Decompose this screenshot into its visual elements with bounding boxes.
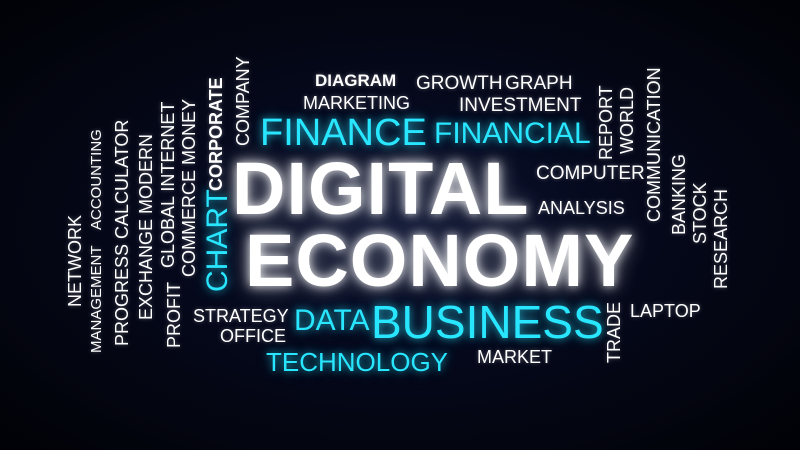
- word-computer: COMPUTER: [536, 163, 645, 184]
- word-market: MARKET: [477, 347, 553, 367]
- word-financial: FINANCIAL: [434, 117, 591, 150]
- word-economy: ECONOMY: [245, 219, 635, 302]
- word-technology: TECHNOLOGY: [266, 347, 449, 377]
- word-report: REPORT: [596, 85, 616, 160]
- word-analysis: ANALYSIS: [538, 198, 625, 218]
- word-profit: PROFIT: [164, 282, 184, 348]
- word-commerce-money: COMMERCE MONEY: [179, 98, 199, 277]
- word-chart: CHART: [201, 189, 234, 292]
- word-communication: COMMUNICATION: [644, 67, 664, 222]
- word-finance: FINANCE: [260, 112, 427, 154]
- word-investment: INVESTMENT: [459, 95, 582, 116]
- word-marketing: MARKETING: [303, 93, 411, 113]
- word-exchange-modern: EXCHANGE MODERN: [136, 133, 156, 320]
- word-global-internet: GLOBAL INTERNET: [158, 101, 178, 268]
- word-trade: TRADE: [604, 301, 624, 363]
- word-banking: BANKING: [669, 153, 689, 235]
- word-growth: GROWTH: [416, 73, 503, 94]
- word-stock: STOCK: [690, 182, 710, 244]
- word-network: NETWORK: [65, 215, 85, 307]
- word-corporate: CORPORATE: [206, 77, 226, 191]
- word-world: WORLD: [617, 87, 637, 154]
- word-laptop: LAPTOP: [630, 301, 701, 321]
- word-research: RESEARCH: [711, 188, 731, 289]
- word-graph: GRAPH: [505, 73, 573, 94]
- word-management: MANAGEMENT: [88, 245, 105, 353]
- word-company: COMPANY: [233, 56, 253, 146]
- word-office: OFFICE: [220, 326, 286, 346]
- word-data: DATA: [294, 304, 370, 337]
- word-diagram: DIAGRAM: [315, 71, 397, 90]
- word-progress-calculator: PROGRESS CALCULATOR: [112, 119, 132, 346]
- word-business: BUSINESS: [371, 296, 604, 348]
- word-digital: DIGITAL: [232, 147, 530, 230]
- word-strategy: STRATEGY: [193, 306, 289, 326]
- word-accounting: ACCOUNTING: [88, 129, 105, 230]
